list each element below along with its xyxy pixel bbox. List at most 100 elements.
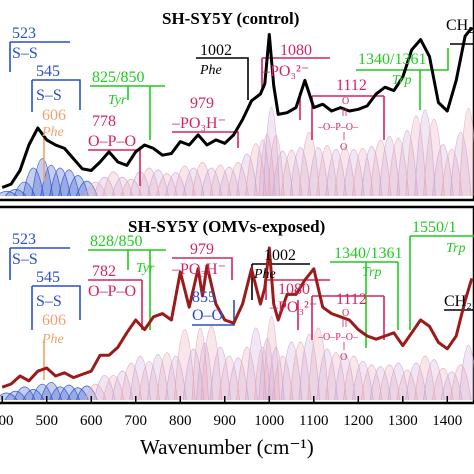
band-component — [209, 164, 232, 197]
band-component — [431, 367, 454, 401]
peak-782-label: 782 — [92, 263, 116, 280]
band-component — [334, 146, 356, 197]
opo-label: O–P–O — [88, 133, 136, 150]
phe-label: Phe — [199, 63, 222, 78]
omv-title: SH-SY5Y (OMVs-exposed) — [128, 217, 325, 236]
phosphate-chain: –O–P–O– — [317, 122, 359, 133]
control-panel-frame — [0, 0, 474, 202]
peak-778-label: 778 — [92, 113, 116, 130]
ch2-label: CH₂ — [446, 17, 474, 34]
band-component — [378, 364, 401, 401]
band-component — [298, 333, 321, 401]
band-component — [40, 164, 63, 197]
band-component — [351, 361, 374, 401]
band-component — [360, 364, 383, 401]
control-annotations: SH-SY5Y (control) 523 S–S 545 S–S 606 Ph… — [12, 9, 474, 150]
phosphate-chain: –O–P–O– — [317, 332, 359, 343]
ss-label: S–S — [36, 87, 62, 104]
band-component — [200, 167, 223, 197]
po3-label: –PO₃²⁻ — [269, 299, 317, 316]
ss-label: S–S — [12, 251, 38, 268]
band-component — [40, 382, 63, 401]
band-component — [387, 362, 410, 401]
band-component — [253, 347, 272, 401]
band-component — [245, 327, 267, 401]
band-component — [182, 167, 205, 197]
band-component — [423, 119, 445, 197]
peak-825-label: 825/850 — [92, 69, 144, 86]
x-tick-label: 1000 — [254, 413, 284, 429]
x-tick-label: 1400 — [432, 413, 462, 429]
band-component — [431, 144, 454, 197]
phosphate-o-top: O — [342, 96, 349, 107]
band-component — [307, 327, 330, 401]
ch2-label: CH₂ — [444, 293, 472, 310]
x-tick-label: 500 — [35, 413, 58, 429]
control-band-fills — [0, 106, 474, 197]
band-component — [289, 341, 312, 401]
band-component — [267, 135, 285, 197]
band-component — [458, 107, 474, 197]
band-component — [236, 347, 258, 401]
band-component — [325, 148, 347, 197]
oo-label: O–O — [192, 307, 223, 324]
x-tick-label: 700 — [124, 413, 147, 429]
peak-1080-label: 1080 — [278, 281, 310, 298]
peak-979-label: 979 — [190, 95, 214, 112]
peak-1112-label: 1112 — [336, 291, 367, 308]
omv-annotations: SH-SY5Y (OMVs-exposed) 523 S–S 545 S–S 6… — [12, 217, 472, 347]
ss-label: S–S — [36, 293, 62, 310]
peak-828-label: 828/850 — [90, 233, 142, 250]
band-component — [147, 353, 169, 401]
band-component — [22, 167, 45, 197]
band-component — [75, 385, 98, 401]
peak-1340-label: 1340/1361 — [334, 245, 402, 262]
band-component — [423, 359, 445, 401]
x-tick-label: 1100 — [299, 413, 328, 429]
band-component — [351, 147, 374, 197]
omv-band-fills — [0, 316, 474, 401]
band-component — [458, 345, 474, 401]
band-component — [0, 392, 18, 401]
omv-annotation-brackets — [9, 235, 474, 380]
band-component — [200, 326, 223, 401]
po3-label: –PO₃²⁻ — [261, 63, 309, 80]
phosphate-o-top: O — [342, 308, 349, 319]
band-component — [334, 353, 356, 401]
band-component — [58, 169, 80, 197]
x-tick-label: 600 — [80, 413, 103, 429]
po3h-label: –PO₃H⁻ — [171, 115, 226, 132]
band-component — [360, 146, 383, 197]
band-component — [325, 352, 347, 401]
band-component — [0, 190, 18, 197]
x-tick-label: 1300 — [388, 413, 418, 429]
ss-label: S–S — [12, 45, 38, 62]
band-component — [253, 139, 272, 197]
x-tick-label: 400 — [0, 413, 13, 429]
peak-1080-label: 1080 — [280, 42, 312, 59]
band-component — [84, 181, 107, 197]
control-spectrum-line — [1, 26, 473, 189]
band-component — [191, 327, 209, 401]
trp-label: Trp — [362, 265, 381, 280]
peak-1340-label: 1340/1361 — [358, 51, 426, 68]
band-component — [67, 175, 89, 197]
phosphate-o-bottom: O — [340, 142, 347, 153]
band-component — [31, 383, 54, 401]
band-component — [405, 115, 427, 197]
band-component — [369, 366, 392, 401]
phe-label: Phe — [41, 332, 64, 347]
band-component — [378, 136, 401, 197]
omv-spectrum-line — [1, 246, 474, 389]
control-phosphate-diagram: O –O–P–O– O — [317, 96, 359, 153]
band-component — [138, 361, 160, 401]
peak-545-label: 545 — [36, 269, 60, 286]
band-component — [405, 362, 427, 401]
peak-1002-label: 1002 — [200, 42, 232, 59]
spectrum-traces — [1, 26, 474, 389]
band-component — [316, 348, 338, 401]
po3h-label: –PO₃H⁻ — [171, 261, 226, 278]
peak-606-label: 606 — [42, 107, 66, 124]
phe-label: Phe — [253, 267, 276, 282]
band-component — [396, 130, 419, 197]
